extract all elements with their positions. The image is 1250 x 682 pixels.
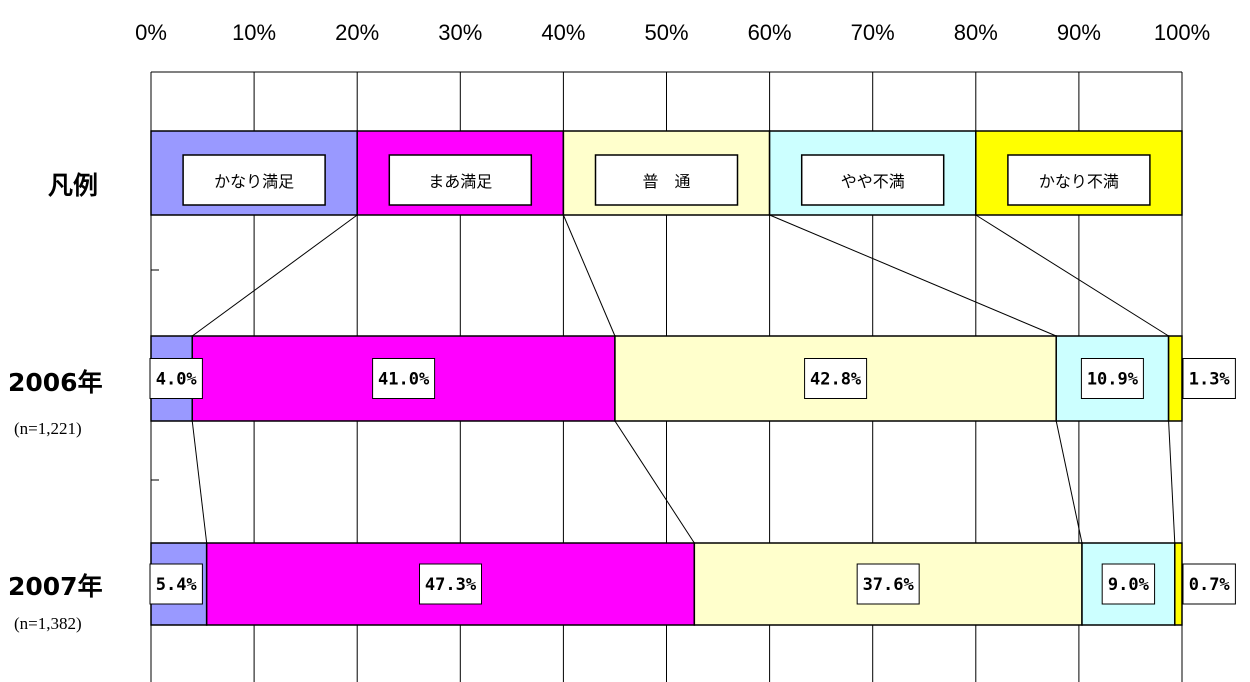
bar-1-かなり不満 — [1174, 542, 1183, 626]
x-tick-label-8: 80% — [954, 20, 998, 45]
connector-legend-1 — [191, 214, 358, 337]
connector-legend-3 — [769, 214, 1057, 337]
connector-rows-1 — [191, 420, 208, 544]
x-tick-label-4: 40% — [541, 20, 585, 45]
n-label-2006: (n=1,221) — [14, 419, 82, 438]
x-tick-label-1: 10% — [232, 20, 276, 45]
connector-legend-2 — [562, 214, 616, 337]
value-box-1-1 — [419, 563, 483, 605]
value-box-1-4 — [1182, 563, 1236, 605]
legend-row-label: 凡例 — [48, 171, 98, 200]
connector-legend-4 — [975, 214, 1169, 337]
row-label-2006: 2006年 — [8, 368, 103, 397]
legend-label-まあ満足: まあ満足 — [428, 172, 492, 191]
value-box-0-1 — [372, 358, 436, 399]
value-box-1-3 — [1101, 563, 1156, 605]
value-label-1-4: 0.7% — [1189, 575, 1231, 595]
legend-box-やや不満 — [800, 154, 945, 206]
value-box-0-3 — [1080, 358, 1144, 399]
value-label-1-1: 47.3% — [425, 575, 477, 595]
n-label-2007: (n=1,382) — [14, 614, 82, 633]
x-tick-label-2: 20% — [335, 20, 379, 45]
value-label-0-4: 1.3% — [1189, 370, 1231, 390]
legend-box-まあ満足 — [388, 154, 533, 206]
x-tick-label-6: 60% — [748, 20, 792, 45]
x-tick-label-10: 100% — [1154, 20, 1210, 45]
legend-label-やや不満: やや不満 — [841, 172, 905, 191]
value-label-0-2: 42.8% — [810, 370, 862, 390]
value-label-0-1: 41.0% — [378, 370, 430, 390]
value-label-1-3: 9.0% — [1108, 575, 1150, 595]
x-tick-label-0: 0% — [135, 20, 167, 45]
data-bars: 2006年 (n=1,221) 2007年 (n=1,382) 4.0% 41.0… — [8, 335, 1236, 633]
x-axis-ticks: 0% 10% 20% 30% 40% 50% 60% 70% 80% 90% 100% — [135, 20, 1210, 45]
legend-label-かなり満足: かなり満足 — [214, 172, 294, 191]
value-box-1-0 — [149, 563, 203, 605]
x-tick-label-9: 90% — [1057, 20, 1101, 45]
connector-rows-3 — [1055, 420, 1083, 544]
value-label-0-0: 4.0% — [156, 370, 198, 390]
legend-row: 凡例 かなり満足 まあ満足 普 通 やや不満 かなり不満 — [48, 130, 1183, 216]
value-box-0-0 — [149, 358, 203, 399]
connector-lines — [191, 214, 1176, 544]
value-label-1-2: 37.6% — [863, 575, 915, 595]
value-box-0-2 — [804, 358, 868, 399]
value-box-1-2 — [856, 563, 920, 605]
connector-rows-2 — [614, 420, 695, 544]
legend-box-かなり満足 — [182, 154, 326, 206]
x-tick-label-5: 50% — [644, 20, 688, 45]
legend-label-普通: 普 通 — [642, 172, 690, 191]
value-box-0-4 — [1182, 358, 1236, 399]
x-tick-label-7: 70% — [851, 20, 895, 45]
x-tick-label-3: 30% — [438, 20, 482, 45]
legend-box-かなり不満 — [1007, 154, 1151, 206]
value-label-0-3: 10.9% — [1087, 370, 1139, 390]
bar-0-かなり不満 — [1167, 335, 1183, 422]
legend-label-かなり不満: かなり不満 — [1039, 172, 1119, 191]
connector-rows-4 — [1168, 420, 1176, 544]
value-label-1-0: 5.4% — [156, 575, 198, 595]
row-label-2007: 2007年 — [8, 572, 103, 601]
legend-box-普通 — [594, 154, 739, 206]
